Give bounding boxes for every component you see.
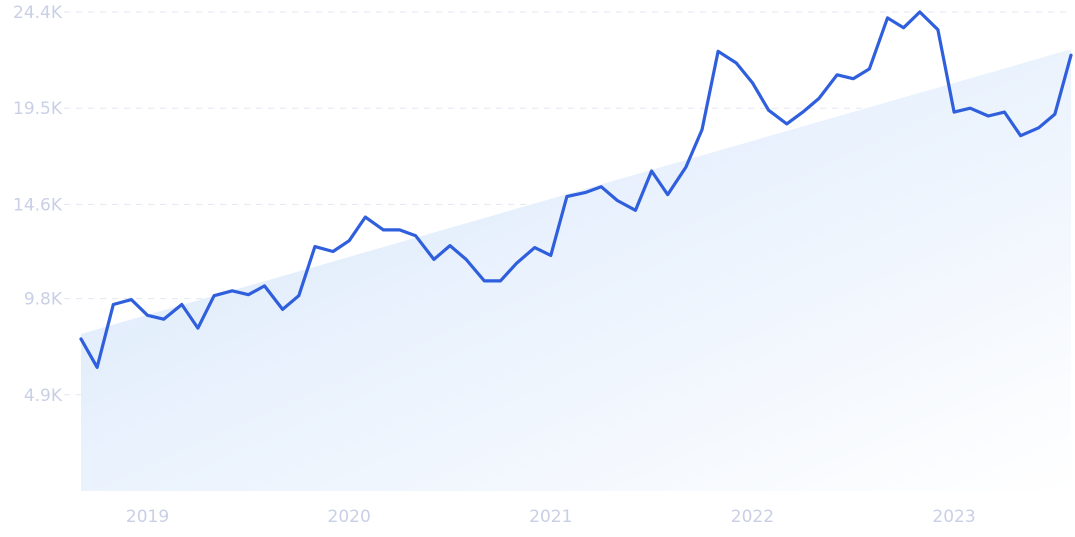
y-tick-label: 14.6K bbox=[13, 195, 63, 215]
x-tick-label: 2023 bbox=[932, 507, 975, 527]
x-tick-label: 2022 bbox=[731, 507, 774, 527]
series-line-group bbox=[79, 10, 1073, 369]
x-axis-ticks: 2019 2020 2021 2022 2023 bbox=[126, 507, 976, 527]
y-tick-label: 24.4K bbox=[13, 3, 63, 23]
trend-area bbox=[81, 49, 1071, 491]
x-tick-label: 2019 bbox=[126, 507, 169, 527]
series-line bbox=[79, 10, 1073, 369]
x-tick-label: 2020 bbox=[328, 507, 371, 527]
y-axis-ticks: 4.9K 9.8K 14.6K 19.5K 24.4K bbox=[13, 3, 63, 406]
x-tick-label: 2021 bbox=[529, 507, 572, 527]
y-tick-label: 4.9K bbox=[24, 386, 63, 406]
trend-area-shape bbox=[81, 49, 1071, 491]
y-tick-label: 19.5K bbox=[13, 99, 63, 119]
y-tick-label: 9.8K bbox=[24, 290, 63, 310]
